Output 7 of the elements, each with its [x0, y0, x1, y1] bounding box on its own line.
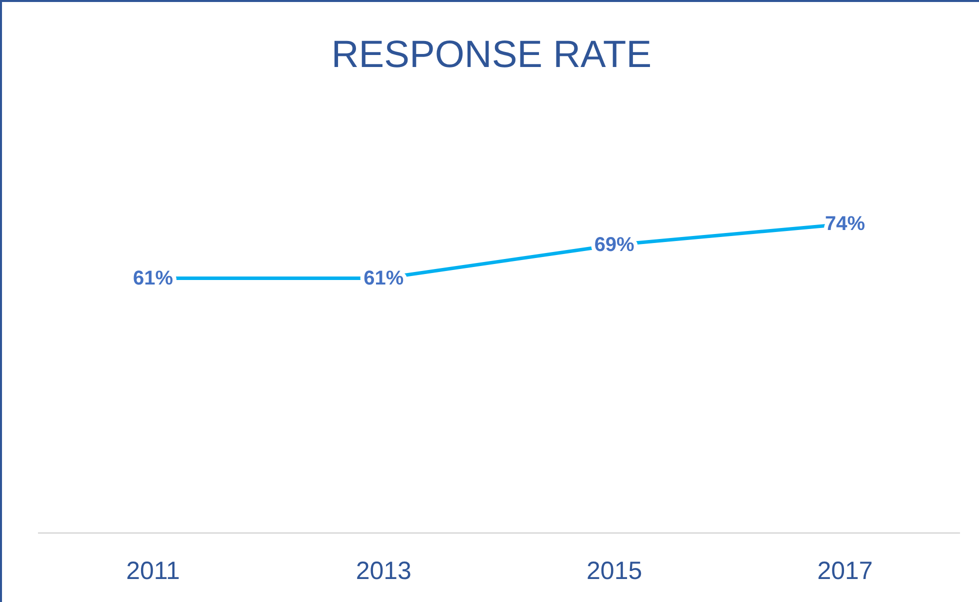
- x-tick-label: 2013: [356, 556, 412, 585]
- x-tick-label: 2011: [126, 556, 180, 585]
- x-tick-label: 2017: [817, 556, 873, 585]
- data-label: 61%: [132, 267, 174, 290]
- data-label: 74%: [824, 213, 866, 235]
- x-tick-label: 2015: [586, 556, 642, 585]
- chart-title: RESPONSE RATE: [330, 34, 653, 77]
